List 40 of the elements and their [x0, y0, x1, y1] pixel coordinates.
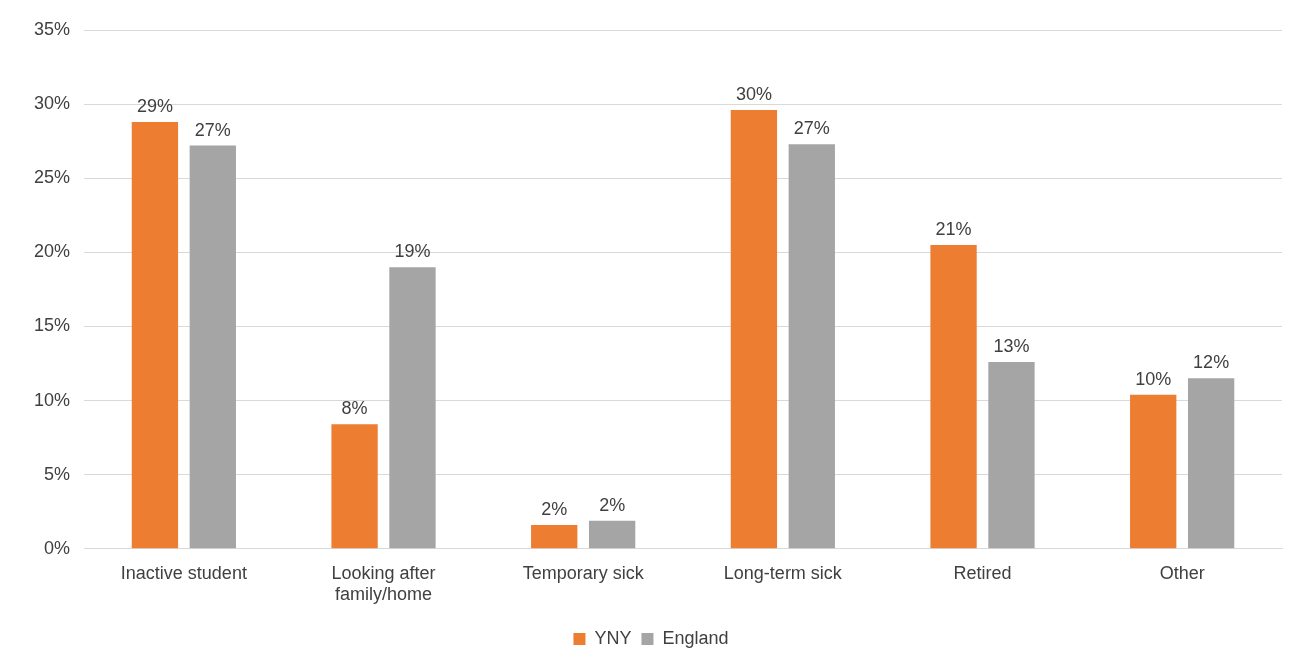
data-label: 30%	[735, 84, 772, 105]
bar	[930, 244, 977, 549]
bar	[1130, 394, 1177, 549]
bar	[1187, 378, 1235, 549]
data-label: 27%	[793, 118, 830, 139]
data-label: 8%	[341, 398, 368, 419]
bar	[331, 424, 378, 549]
data-label: 13%	[993, 336, 1030, 356]
data-label: 2%	[541, 499, 568, 520]
x-tick-label: Temporary sick	[522, 562, 645, 583]
x-tick-label: Other	[1159, 562, 1205, 583]
y-tick-label: 25%	[34, 167, 71, 188]
data-label: 12%	[1193, 352, 1230, 373]
bar	[988, 362, 1035, 549]
data-label: 29%	[136, 95, 173, 116]
x-tick-label: Inactive student	[120, 562, 247, 583]
data-label: 10%	[1135, 368, 1172, 389]
data-label: 2%	[599, 494, 626, 515]
data-label: 21%	[935, 218, 972, 239]
bar	[531, 525, 578, 549]
bar	[389, 267, 436, 549]
x-tick-label: Looking after family/home	[331, 562, 436, 605]
legend-label: YNY	[594, 627, 632, 648]
bar	[788, 144, 835, 549]
x-tick-label: Retired	[953, 562, 1012, 583]
bar	[588, 520, 636, 549]
y-tick-label: 5%	[44, 463, 71, 484]
data-label: 19%	[394, 241, 431, 262]
y-tick-label: 20%	[34, 241, 71, 262]
bar	[131, 121, 179, 549]
bar	[730, 110, 778, 549]
y-tick-label: 15%	[34, 315, 71, 336]
y-tick-label: 30%	[34, 93, 71, 114]
y-tick-label: 35%	[34, 18, 71, 39]
x-tick-label: Long-term sick	[723, 562, 843, 583]
data-label: 27%	[194, 119, 231, 140]
y-tick-label: 10%	[34, 389, 71, 410]
y-tick-label: 0%	[44, 537, 71, 558]
bar	[189, 145, 236, 549]
legend-label: England	[662, 627, 729, 648]
